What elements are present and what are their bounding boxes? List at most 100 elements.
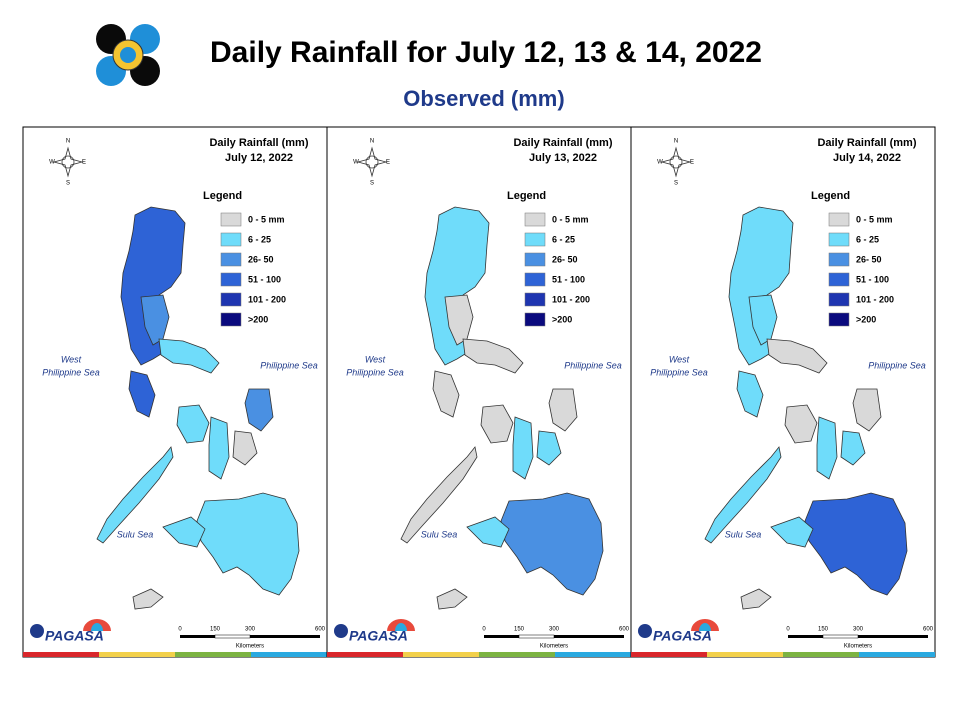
island (432, 370, 460, 418)
agency-logo (96, 24, 160, 86)
sea-label: West (669, 354, 690, 364)
legend-swatch (524, 212, 546, 227)
compass-letter: N (66, 139, 70, 145)
island (770, 516, 814, 548)
compass-letter: W (353, 160, 359, 166)
legend-swatch (828, 252, 850, 267)
compass: N E S W (353, 139, 390, 187)
island (840, 430, 866, 466)
color-stripe (175, 652, 251, 657)
legend-swatch (524, 252, 546, 267)
island (816, 416, 838, 480)
panel-title: Daily Rainfall (mm) (817, 137, 916, 149)
island (128, 370, 156, 418)
color-stripe (403, 652, 479, 657)
color-stripe (859, 652, 935, 657)
compass: N E S W (657, 139, 694, 187)
legend-swatch (220, 232, 242, 247)
scale-unit: Kilometers (540, 644, 568, 650)
legend-swatch (220, 252, 242, 267)
compass-letter: E (82, 160, 86, 166)
island (400, 446, 478, 544)
island (740, 588, 772, 610)
panels: Daily Rainfall (mm) July 12, 2022 N E S W Lege… (22, 126, 936, 658)
compass-letter: S (674, 181, 678, 187)
legend-swatch (220, 212, 242, 227)
sea-label: West (61, 354, 82, 364)
map-panel: Daily Rainfall (mm) July 14, 2022 N E S W Lege… (630, 126, 936, 658)
sea-label: Philippine Sea (42, 367, 100, 377)
color-stripe (479, 652, 555, 657)
map-panel: Daily Rainfall (mm) July 12, 2022 N E S W Lege… (22, 126, 328, 658)
island (512, 416, 534, 480)
scale-unit: Kilometers (844, 644, 872, 650)
logo-text: PAGASA (349, 628, 408, 644)
sea-label: Sulu Sea (421, 529, 458, 539)
legend-swatch (220, 272, 242, 287)
compass-letter: W (49, 160, 55, 166)
sea-label: Philippine Sea (868, 360, 926, 370)
legend-label: 101 - 200 (552, 294, 590, 304)
legend-swatch (220, 312, 242, 327)
island (480, 404, 514, 444)
legend-title: Legend (203, 190, 242, 202)
legend-label: 6 - 25 (248, 234, 271, 244)
legend-swatch (524, 312, 546, 327)
compass-letter: W (657, 160, 663, 166)
scale-unit: Kilometers (236, 644, 264, 650)
color-stripe (631, 652, 707, 657)
scale-bar (518, 634, 555, 639)
page-subtitle: Observed (mm) (403, 86, 564, 111)
scale-label: 300 (853, 627, 864, 633)
legend-label: 51 - 100 (552, 274, 585, 284)
island (196, 492, 300, 596)
panel-date: July 13, 2022 (529, 152, 597, 164)
island (852, 388, 882, 432)
legend-title: Legend (507, 190, 546, 202)
legend-label: 101 - 200 (856, 294, 894, 304)
compass-letter: E (386, 160, 390, 166)
legend-label: 101 - 200 (248, 294, 286, 304)
legend-title: Legend (811, 190, 850, 202)
compass-letter: S (370, 181, 374, 187)
scale-label: 300 (245, 627, 256, 633)
island (176, 404, 210, 444)
island (232, 430, 258, 466)
legend-label: 26- 50 (552, 254, 578, 264)
legend-label: 6 - 25 (552, 234, 575, 244)
island (132, 588, 164, 610)
color-stripe (555, 652, 631, 657)
panel-date: July 12, 2022 (225, 152, 293, 164)
color-stripe (783, 652, 859, 657)
color-stripe (707, 652, 783, 657)
legend-label: 0 - 5 mm (248, 214, 285, 224)
legend-swatch (828, 232, 850, 247)
color-stripe (23, 652, 99, 657)
sea-label: Sulu Sea (725, 529, 762, 539)
legend-swatch (524, 232, 546, 247)
map-panel: Daily Rainfall (mm) July 13, 2022 N E S W Lege… (326, 126, 632, 658)
legend-label: 26- 50 (248, 254, 274, 264)
island (736, 370, 764, 418)
pagasa-logo (30, 619, 111, 638)
legend-label: 51 - 100 (248, 274, 281, 284)
island (704, 446, 782, 544)
legend-swatch (828, 312, 850, 327)
island (162, 516, 206, 548)
legend-label: >200 (248, 314, 268, 324)
compass-letter: S (66, 181, 70, 187)
panel-date: July 14, 2022 (833, 152, 901, 164)
scale-bar (214, 634, 251, 639)
legend-swatch (220, 292, 242, 307)
island (208, 416, 230, 480)
scale-label: 0 (482, 627, 486, 633)
island (766, 338, 828, 374)
scale-bar (822, 634, 859, 639)
panel-title: Daily Rainfall (mm) (209, 137, 308, 149)
island (466, 516, 510, 548)
island (158, 338, 220, 374)
scale-label: 600 (315, 627, 326, 633)
page-title: Daily Rainfall for July 12, 13 & 14, 202… (210, 36, 762, 69)
island (804, 492, 908, 596)
legend-label: 51 - 100 (856, 274, 889, 284)
